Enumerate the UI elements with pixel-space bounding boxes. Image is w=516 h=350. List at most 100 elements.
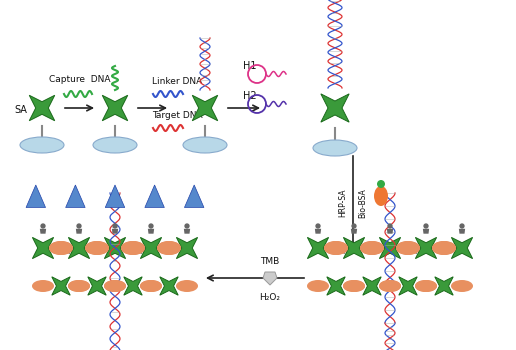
Polygon shape bbox=[415, 237, 437, 259]
Ellipse shape bbox=[307, 280, 329, 292]
Ellipse shape bbox=[343, 280, 365, 292]
Polygon shape bbox=[192, 95, 218, 121]
Ellipse shape bbox=[343, 280, 365, 292]
Ellipse shape bbox=[68, 280, 90, 292]
Ellipse shape bbox=[121, 241, 145, 255]
Polygon shape bbox=[105, 185, 125, 208]
Circle shape bbox=[148, 223, 154, 229]
Polygon shape bbox=[363, 277, 381, 295]
Polygon shape bbox=[33, 237, 54, 259]
Ellipse shape bbox=[140, 280, 162, 292]
Polygon shape bbox=[26, 185, 45, 208]
Ellipse shape bbox=[451, 280, 473, 292]
Ellipse shape bbox=[93, 137, 137, 153]
Text: H2: H2 bbox=[243, 91, 256, 101]
Circle shape bbox=[76, 223, 82, 229]
Ellipse shape bbox=[121, 241, 145, 255]
Ellipse shape bbox=[324, 241, 348, 255]
Polygon shape bbox=[423, 229, 429, 234]
Ellipse shape bbox=[396, 241, 420, 255]
Text: m: m bbox=[139, 247, 147, 257]
Ellipse shape bbox=[157, 241, 181, 255]
Circle shape bbox=[423, 223, 429, 229]
Text: Bio-BSA: Bio-BSA bbox=[359, 188, 367, 218]
Ellipse shape bbox=[324, 241, 348, 255]
Ellipse shape bbox=[176, 280, 198, 292]
Text: SA: SA bbox=[14, 105, 27, 115]
Polygon shape bbox=[66, 185, 85, 208]
Ellipse shape bbox=[49, 241, 73, 255]
Circle shape bbox=[184, 223, 190, 229]
Circle shape bbox=[388, 223, 393, 229]
Ellipse shape bbox=[415, 280, 437, 292]
Polygon shape bbox=[327, 277, 345, 295]
Polygon shape bbox=[343, 237, 365, 259]
Ellipse shape bbox=[157, 241, 181, 255]
Polygon shape bbox=[387, 229, 393, 234]
Ellipse shape bbox=[183, 137, 227, 153]
Polygon shape bbox=[52, 277, 70, 295]
Ellipse shape bbox=[374, 186, 388, 206]
Ellipse shape bbox=[68, 280, 90, 292]
Polygon shape bbox=[148, 229, 154, 234]
Text: m: m bbox=[414, 247, 422, 257]
Polygon shape bbox=[76, 229, 82, 234]
Circle shape bbox=[459, 223, 465, 229]
Circle shape bbox=[40, 223, 45, 229]
Ellipse shape bbox=[313, 140, 357, 156]
Text: HRP-SA: HRP-SA bbox=[338, 189, 347, 217]
Polygon shape bbox=[308, 237, 329, 259]
Ellipse shape bbox=[20, 137, 64, 153]
Polygon shape bbox=[88, 277, 106, 295]
Polygon shape bbox=[399, 277, 417, 295]
Polygon shape bbox=[435, 277, 453, 295]
Ellipse shape bbox=[379, 280, 401, 292]
Text: Linker DNA: Linker DNA bbox=[152, 77, 202, 86]
Polygon shape bbox=[184, 229, 190, 234]
Polygon shape bbox=[145, 185, 165, 208]
Polygon shape bbox=[102, 95, 128, 121]
Polygon shape bbox=[263, 272, 277, 285]
Text: m: m bbox=[67, 247, 75, 257]
Polygon shape bbox=[140, 237, 162, 259]
Circle shape bbox=[112, 223, 118, 229]
Text: m: m bbox=[342, 247, 350, 257]
Polygon shape bbox=[29, 95, 55, 121]
Circle shape bbox=[351, 223, 357, 229]
Ellipse shape bbox=[104, 280, 126, 292]
Ellipse shape bbox=[85, 241, 109, 255]
Ellipse shape bbox=[104, 280, 126, 292]
Ellipse shape bbox=[379, 280, 401, 292]
Polygon shape bbox=[176, 237, 198, 259]
Ellipse shape bbox=[415, 280, 437, 292]
Polygon shape bbox=[104, 237, 125, 259]
Ellipse shape bbox=[360, 241, 384, 255]
Polygon shape bbox=[69, 237, 90, 259]
Text: Target DNA: Target DNA bbox=[152, 112, 202, 120]
Ellipse shape bbox=[32, 280, 54, 292]
Text: TMB: TMB bbox=[261, 258, 280, 266]
Ellipse shape bbox=[432, 241, 456, 255]
Ellipse shape bbox=[360, 241, 384, 255]
Polygon shape bbox=[160, 277, 178, 295]
Text: H₂O₂: H₂O₂ bbox=[260, 294, 281, 302]
Ellipse shape bbox=[432, 241, 456, 255]
Text: H1: H1 bbox=[243, 61, 256, 71]
Ellipse shape bbox=[396, 241, 420, 255]
Polygon shape bbox=[112, 229, 118, 234]
Circle shape bbox=[315, 223, 320, 229]
Polygon shape bbox=[321, 94, 349, 122]
Text: Capture  DNA: Capture DNA bbox=[49, 76, 111, 84]
Circle shape bbox=[377, 180, 385, 188]
Polygon shape bbox=[379, 237, 400, 259]
Polygon shape bbox=[351, 229, 357, 234]
Ellipse shape bbox=[85, 241, 109, 255]
Polygon shape bbox=[452, 237, 473, 259]
Polygon shape bbox=[124, 277, 142, 295]
Ellipse shape bbox=[49, 241, 73, 255]
Polygon shape bbox=[184, 185, 204, 208]
Polygon shape bbox=[459, 229, 465, 234]
Ellipse shape bbox=[140, 280, 162, 292]
Polygon shape bbox=[40, 229, 46, 234]
Polygon shape bbox=[315, 229, 321, 234]
